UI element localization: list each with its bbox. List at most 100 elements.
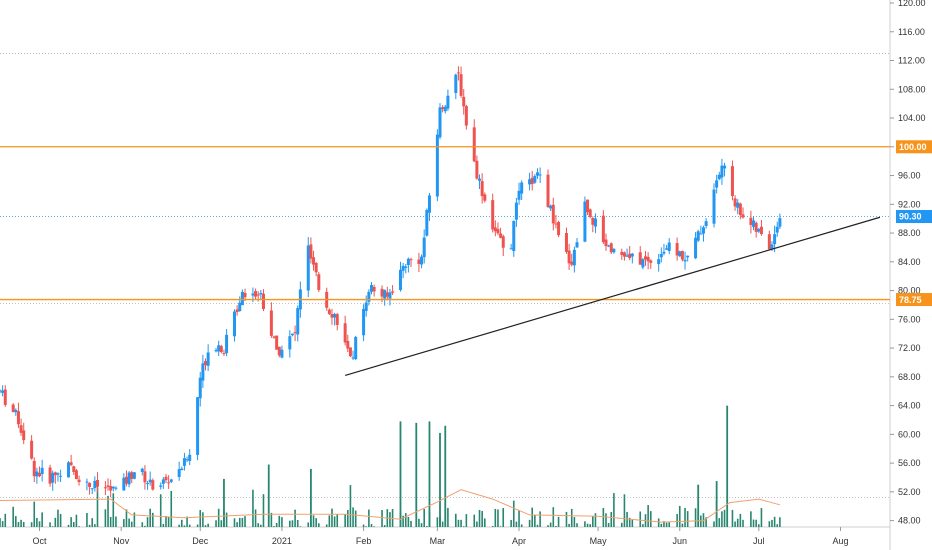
candle-body [736,202,740,208]
candlestick-series [0,66,782,498]
candle-body [401,265,405,271]
candle-body [686,255,690,258]
candle-body [773,234,777,245]
candle-body [53,472,57,476]
candle-body [367,291,371,302]
candle-body [665,248,669,250]
candle-body [538,174,542,176]
candle-body [146,483,150,485]
candle-body [454,74,458,93]
x-tick-label: Mar [430,536,446,546]
candle-body [362,308,366,336]
price-badges: 100.00 78.75 90.30 [896,140,932,307]
candle-body [662,251,666,254]
candle-body [696,231,700,241]
candle-body [122,477,126,491]
candle-body [535,172,539,176]
candle-body [723,165,727,169]
candle-body [127,472,131,485]
y-tick-label: 72.00 [898,343,921,353]
candle-body [385,292,389,297]
volume-ma-line [0,489,781,523]
candle-body [106,485,110,487]
candle-body [446,95,450,109]
candle-body [59,475,63,477]
horizontal-levels[interactable] [0,146,890,301]
candle-body [327,309,331,315]
candle-body [549,205,553,209]
candle-body [712,189,716,224]
candle-body [38,472,42,477]
candle-body [3,389,7,405]
candle-body [775,226,779,233]
x-tick-label: Jul [753,536,765,546]
candle-body [438,107,442,138]
candle-body [214,350,218,352]
candle-body [124,476,128,484]
candle-body [683,259,687,262]
candle-body [472,127,476,162]
x-tick-label: Aug [832,536,848,546]
candle-body [546,174,550,207]
candle-body [259,292,263,295]
candle-body [88,482,92,488]
price-axis[interactable]: 48.00 52.00 56.00 60.00 64.00 68.00 72.00 76.00… [890,0,926,526]
candle-body [151,480,155,490]
candle-body [180,468,184,471]
time-axis[interactable]: Oct Nov Dec 2021 Feb Mar Apr May Jun Jul Aug [33,527,849,546]
trendline[interactable] [344,216,881,376]
candle-body [646,256,650,262]
candle-body [93,480,97,489]
candle-body [235,309,239,313]
candle-body [554,223,558,225]
candle-body [475,160,479,179]
candle-body [103,487,107,489]
candle-body [35,471,39,477]
candle-body [425,209,429,236]
candle-body [583,201,587,242]
candle-body [501,236,505,248]
candle-body [277,346,281,356]
candle-body [630,253,634,257]
candle-body [607,245,611,247]
candle-body [188,454,192,461]
candle-body [620,251,624,255]
candle-body [491,200,495,230]
candle-body [380,288,384,297]
y-tick-label: 104.00 [898,113,926,123]
candle-body [196,397,200,455]
candle-body [657,259,661,265]
candle-body [601,215,605,243]
price-badge-label: 78.75 [899,295,922,305]
candle-body [240,291,244,306]
price-badge [896,140,932,154]
candle-body [317,274,321,290]
candle-body [420,256,424,265]
candle-body [588,209,592,217]
candle-body [225,334,229,354]
candle-body [659,254,663,258]
candle-body [222,353,226,355]
candle-body [219,346,223,353]
candle-body [77,479,81,483]
candle-body [280,349,284,358]
candle-body [56,473,60,475]
candle-body [391,291,395,293]
candle-body [159,485,163,487]
candle-body [730,166,734,196]
candle-body [757,229,761,232]
y-tick-label: 120.00 [898,0,926,8]
candle-body [612,249,616,253]
candle-body [217,345,221,352]
y-tick-label: 108.00 [898,84,926,94]
candle-body [530,177,534,185]
x-tick-label: Jun [673,536,688,546]
candle-body [40,467,44,475]
y-tick-label: 76.00 [898,314,921,324]
y-tick-label: 92.00 [898,199,921,209]
candle-body [383,290,387,299]
candle-body [261,293,265,310]
candle-body [622,252,626,257]
candle-body [140,468,144,472]
